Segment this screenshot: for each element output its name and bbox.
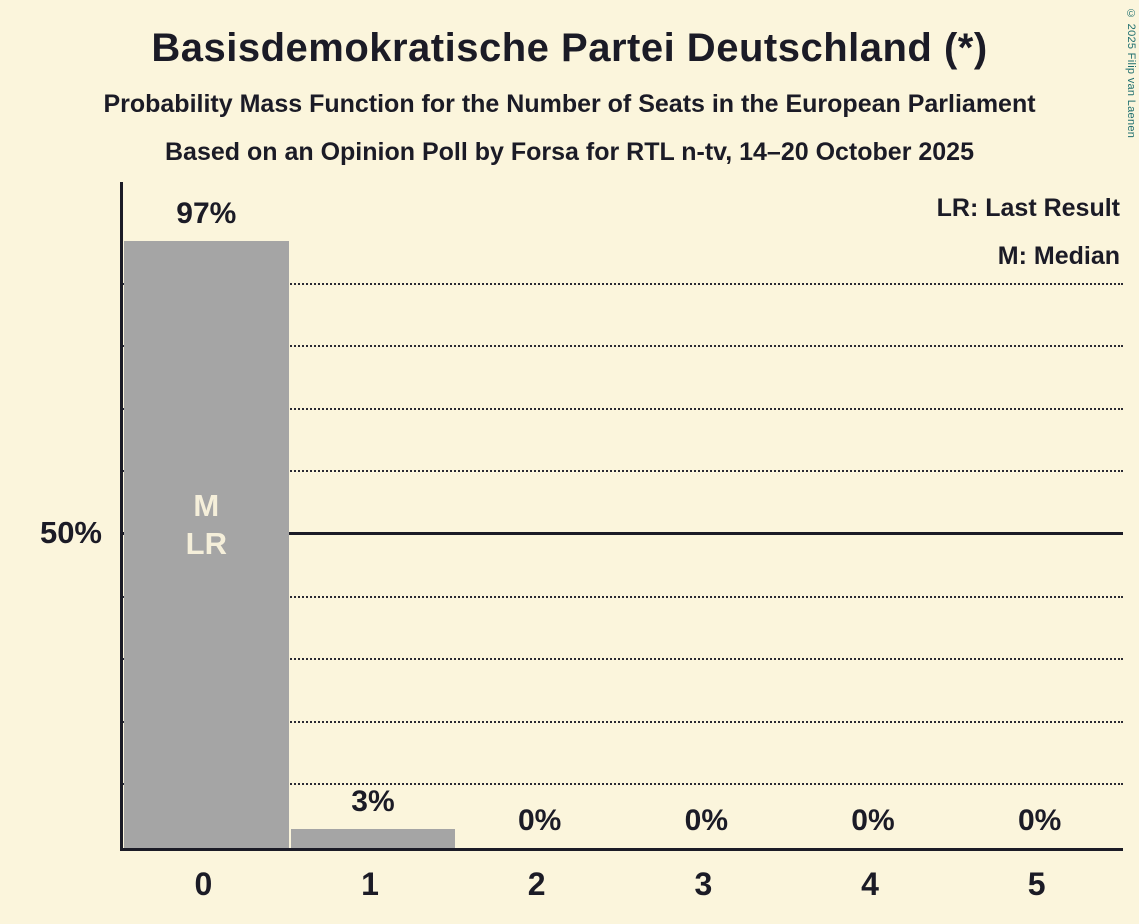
bar-1: [290, 829, 456, 848]
bar-value-label-0: 97%: [176, 196, 237, 230]
bar-value-label-4: 0%: [851, 804, 895, 837]
gridline-solid-50: [123, 532, 1123, 535]
bar-slot-5: 0%: [956, 182, 1123, 848]
gridline-dotted-70: [123, 407, 1123, 410]
gridline-dotted-80: [123, 345, 1123, 348]
x-axis-labels: 0 1 2 3 4 5: [120, 866, 1120, 903]
x-axis-label-2: 2: [527, 866, 546, 902]
bar-slot-4: 0%: [790, 182, 957, 848]
gridline-dotted-30: [123, 658, 1123, 661]
plot-area: 97% M LR 3% 0% 0% 0% 0%: [120, 182, 1123, 851]
legend-median: M: Median: [997, 242, 1120, 270]
copyright-text: © 2025 Filip van Laenen: [1125, 8, 1137, 139]
x-axis-label-4: 4: [861, 866, 879, 902]
bar-value-label-2: 0%: [517, 804, 562, 837]
x-axis-label-0: 0: [194, 866, 213, 902]
legend-last-result: LR: Last Result: [936, 194, 1120, 222]
x-axis-label-3: 3: [694, 866, 713, 902]
bar-value-label-1: 3%: [351, 785, 395, 819]
gridline-dotted-90: [123, 282, 1123, 285]
bar-annotation-0: M LR: [185, 488, 227, 561]
bar-value-label-5: 0%: [1017, 804, 1062, 837]
chart-title: Basisdemokratische Partei Deutschland (*…: [151, 26, 988, 70]
chart-subtitle-line2: Based on an Opinion Poll by Forsa for RT…: [165, 138, 974, 166]
legend: LR: Last Result M: Median: [937, 184, 1120, 280]
chart-subtitle-line1: Probability Mass Function for the Number…: [103, 90, 1036, 118]
gridline-dotted-10: [123, 783, 1123, 786]
gridline-dotted-40: [123, 595, 1123, 598]
bar-0: [124, 240, 289, 848]
y-axis-label-50: 50%: [39, 515, 102, 550]
gridline-dotted-60: [123, 470, 1123, 473]
x-axis-label-5: 5: [1027, 866, 1046, 902]
bar-slot-3: 0%: [623, 182, 790, 848]
bar-value-label-3: 0%: [684, 804, 728, 837]
gridline-dotted-20: [123, 720, 1123, 723]
bar-slot-1: 3%: [290, 182, 457, 848]
bar-slot-0: 97% M LR: [123, 182, 290, 848]
x-axis-label-1: 1: [361, 866, 379, 902]
bar-slot-2: 0%: [456, 182, 623, 848]
